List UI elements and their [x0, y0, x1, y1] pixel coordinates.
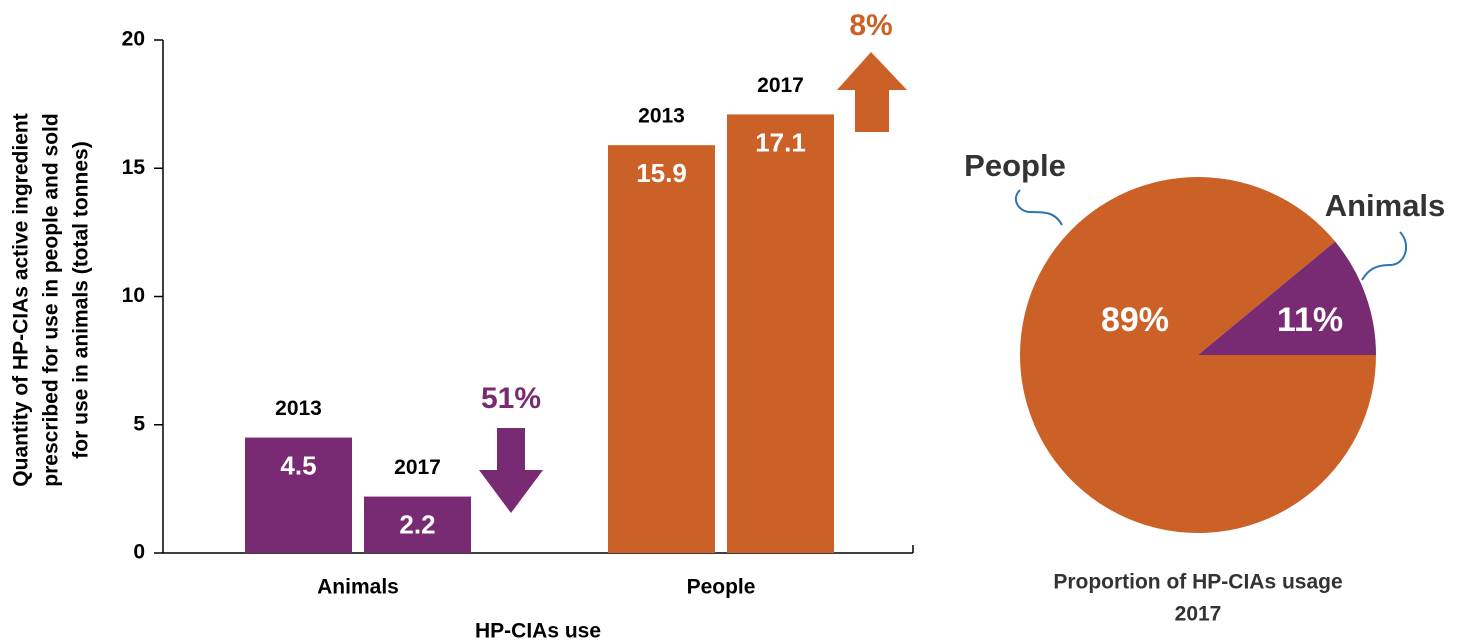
pie-slice	[1020, 176, 1376, 533]
leader-line	[1361, 231, 1408, 281]
y-tick-label: 0	[133, 541, 145, 564]
bar-value-label: 15.9	[636, 158, 687, 188]
y-tick-label: 10	[122, 284, 145, 307]
series-label: 2017	[757, 74, 804, 97]
x-tick-label: Animals	[317, 576, 399, 599]
chart-title: Proportion of HP-CIAs usage	[1053, 571, 1342, 594]
y-tick-label: 20	[122, 28, 145, 51]
y-axis-label: Quantity of HP-CIAs active ingredient	[10, 113, 33, 486]
bar-value-label: 17.1	[755, 127, 806, 157]
bar	[245, 437, 352, 553]
y-tick-label: 5	[133, 412, 145, 435]
pie-slice	[1198, 241, 1376, 355]
bar-value-label: 4.5	[280, 450, 316, 480]
down-arrow	[479, 428, 543, 513]
annotation: 51%	[481, 382, 541, 415]
annotation: 8%	[849, 9, 892, 42]
leader-line	[1014, 189, 1063, 226]
bar	[608, 145, 715, 554]
bar	[727, 114, 834, 553]
slice-value-label: 11%	[1277, 301, 1343, 339]
series-label: 2017	[394, 456, 441, 479]
bar-value-label: 2.2	[399, 509, 435, 539]
x-axis-label: HP-CIAs use	[475, 620, 601, 643]
series-label: 2013	[275, 397, 322, 420]
slice-value-label: 89%	[1101, 301, 1169, 339]
chart-subtitle: 2017	[1175, 603, 1222, 626]
slice-name-label: People	[964, 148, 1066, 183]
x-tick-label: People	[687, 576, 756, 599]
y-axis-label: prescribed for use in people and sold	[40, 113, 63, 486]
up-arrow	[837, 52, 907, 132]
bar	[364, 496, 471, 553]
slice-name-label: Animals	[1325, 188, 1446, 223]
y-tick-label: 15	[122, 156, 146, 179]
series-label: 2013	[638, 105, 685, 128]
y-axis-label: for use in animals (total tonnes)	[70, 141, 93, 458]
